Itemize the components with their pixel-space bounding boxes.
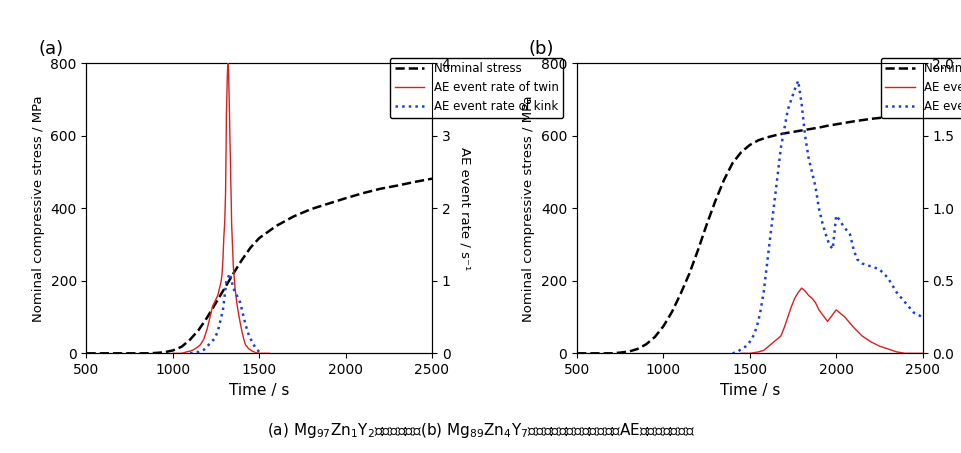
Y-axis label: Nominal compressive stress / MPa: Nominal compressive stress / MPa bbox=[523, 95, 535, 322]
Legend: Nominal stress, AE event rate of twin, AE event rate of kink: Nominal stress, AE event rate of twin, A… bbox=[390, 58, 563, 118]
Y-axis label: Nominal compressive stress / MPa: Nominal compressive stress / MPa bbox=[32, 95, 45, 322]
Text: (a): (a) bbox=[38, 39, 63, 58]
Text: (b): (b) bbox=[529, 39, 554, 58]
X-axis label: Time / s: Time / s bbox=[720, 383, 780, 398]
X-axis label: Time / s: Time / s bbox=[229, 383, 289, 398]
Y-axis label: AE event rate / s⁻¹: AE event rate / s⁻¹ bbox=[458, 147, 472, 270]
Text: (a) Mg$_{97}$Zn$_1$Y$_2$押出材および(b) Mg$_{89}$Zn$_4$Y$_7$押出材の圧縮試験におけるAE信号の分類結果: (a) Mg$_{97}$Zn$_1$Y$_2$押出材および(b) Mg$_{8… bbox=[266, 421, 695, 440]
Legend: Nominal stress, AE event rate of twin, AE event rate of kink: Nominal stress, AE event rate of twin, A… bbox=[880, 58, 961, 118]
